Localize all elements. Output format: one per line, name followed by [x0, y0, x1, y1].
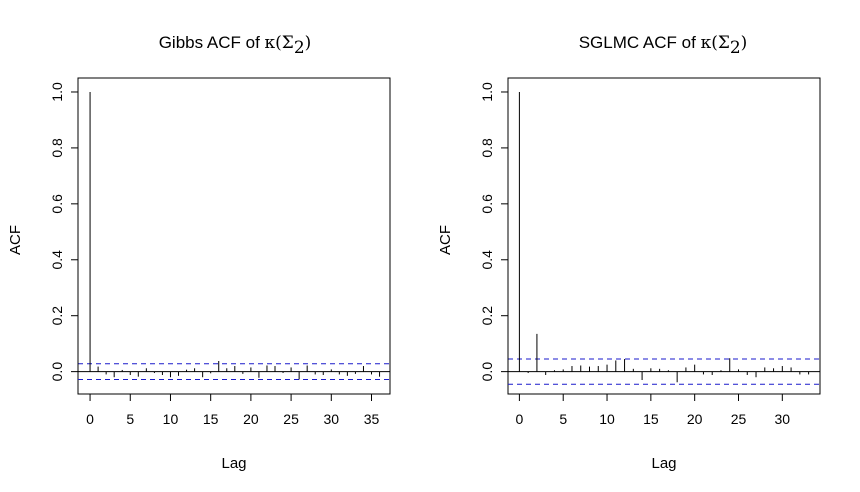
y-tick-label: 0.0 [479, 362, 495, 382]
x-tick-label: 0 [515, 411, 523, 427]
x-tick-label: 30 [775, 411, 791, 427]
y-axis: 0.0 0.2 0.4 0.6 0.8 1.0 [49, 82, 79, 382]
x-tick-label: 30 [324, 411, 340, 427]
y-tick-label: 1.0 [479, 82, 495, 102]
y-tick-label: 0.2 [49, 306, 65, 326]
y-tick-label: 0.6 [479, 194, 495, 214]
x-axis-label: Lag [221, 455, 246, 472]
y-tick-label: 0.2 [479, 306, 495, 326]
y-axis-label: ACF [437, 225, 454, 255]
sglmc-acf-panel: SGLMC ACF of κ(Σ2) 0 5 10 15 20 25 30 0.00.20.… [437, 33, 821, 472]
x-tick-label: 35 [364, 411, 380, 427]
acf-marks [78, 91, 390, 380]
x-tick-label: 10 [599, 411, 615, 427]
y-tick-label: 1.0 [49, 82, 65, 102]
plot-frame [507, 77, 821, 395]
x-tick-label: 5 [126, 411, 134, 427]
plot-frame [77, 77, 391, 395]
gibbs-acf-panel: Gibbs ACF of κ(Σ2) 0 5 10 15 20 25 30 35 0.0 0.2… [7, 33, 391, 472]
x-tick-label: 20 [687, 411, 703, 427]
y-tick-label: 0.4 [479, 250, 495, 270]
x-axis: 0 5 10 15 20 25 30 35 [86, 393, 380, 427]
y-tick-label: 0.4 [49, 250, 65, 270]
x-tick-label: 15 [643, 411, 659, 427]
y-tick-label: 0.0 [49, 362, 65, 382]
x-tick-label: 25 [283, 411, 299, 427]
x-tick-label: 15 [203, 411, 219, 427]
x-tick-label: 10 [163, 411, 179, 427]
x-axis-label: Lag [651, 455, 676, 472]
x-tick-label: 0 [86, 411, 94, 427]
y-tick-label: 0.8 [479, 138, 495, 158]
x-axis: 0 5 10 15 20 25 30 [515, 393, 791, 427]
y-axis-label: ACF [7, 225, 24, 255]
x-tick-label: 25 [731, 411, 747, 427]
chart-title: SGLMC ACF of κ(Σ2) [579, 33, 748, 58]
y-tick-label: 0.6 [49, 194, 65, 214]
x-tick-label: 5 [559, 411, 567, 427]
x-tick-label: 20 [243, 411, 259, 427]
chart-title: Gibbs ACF of κ(Σ2) [159, 33, 312, 58]
y-axis: 0.0 0.2 0.4 0.6 0.8 1.0 [479, 82, 509, 382]
y-tick-label: 0.8 [49, 138, 65, 158]
acf-marks [508, 91, 820, 385]
